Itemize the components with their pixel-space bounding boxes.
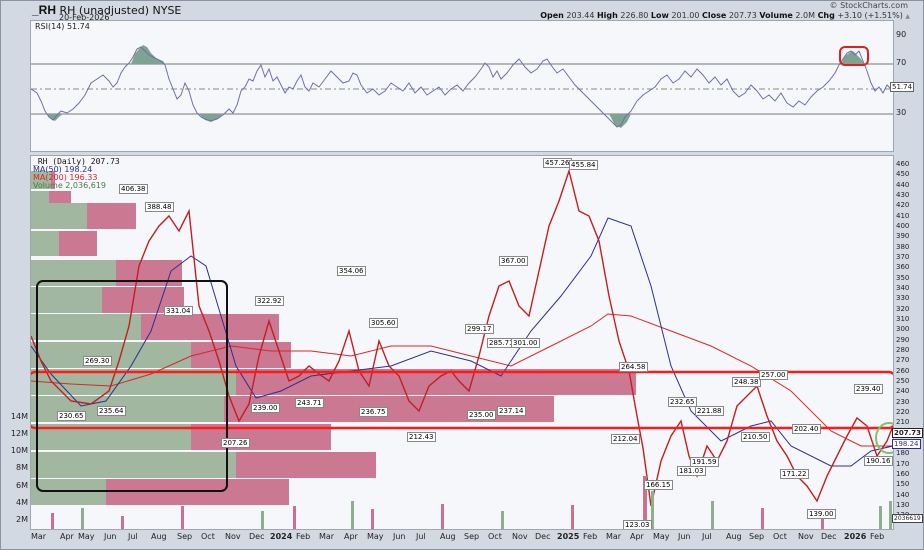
rsi-axis: 90 70 30 51.74	[890, 30, 915, 117]
rsi-legend: RSI(14) 51.74	[35, 22, 90, 31]
close-circle	[875, 422, 893, 454]
price-panel: _RH (Daily) 207.73 MA(50) 198.24 MA(200)…	[30, 155, 894, 530]
high-value: 226.80	[620, 11, 649, 20]
x-axis: Mar Apr May Jun Jul Aug Sep Oct Nov Dec …	[31, 532, 885, 541]
low-value: 201.00	[671, 11, 700, 20]
price-bars	[31, 168, 893, 507]
change-value: +3.10 (+1.51%)	[837, 11, 903, 20]
quote-line: Open 203.44 High 226.80 Low 201.00 Close…	[540, 11, 910, 20]
ma200-line	[31, 313, 893, 447]
volume-value: 2.0M	[795, 11, 816, 20]
volume-by-price-bars	[31, 171, 636, 505]
up-triangle-icon: ▲	[905, 13, 910, 20]
ma50-legend: MA(50) 198.24	[33, 165, 93, 174]
support-resistance-box	[31, 370, 893, 430]
open-value: 203.44	[566, 11, 595, 20]
volume-axis: 14M 12M 10M 8M 6M 4M 2M	[10, 412, 28, 524]
rsi-chart: RSI(14) 51.74	[31, 22, 893, 128]
rsi-highlight-box	[839, 46, 869, 66]
close-value: 207.73	[728, 11, 757, 20]
brand-label: © StockCharts.com	[829, 1, 908, 10]
price-chart	[31, 168, 893, 529]
price-legend: _RH (Daily) 207.73 MA(50) 198.24 MA(200)…	[33, 158, 120, 190]
volume-bars	[51, 476, 892, 529]
symbol-title: _RH RH (unadjusted) NYSE	[32, 3, 181, 17]
rsi-line	[31, 46, 892, 128]
price-axis: 460 450 440 430 420 410 400 390 380 370 …	[892, 160, 924, 523]
ma200-legend: MA(200) 196.33	[33, 173, 98, 182]
price-legend-title: _RH (Daily) 207.73	[33, 157, 120, 166]
symbol: _RH	[32, 3, 57, 17]
chart-date: 20-Feb-2026	[59, 13, 110, 22]
symbol-description: RH (unadjusted) NYSE	[59, 4, 182, 17]
ma50-price-tag: 198.24	[892, 439, 921, 449]
volume-legend: Volume 2,036,619	[33, 181, 107, 190]
volume-tag: 2036619	[892, 514, 923, 523]
price-annotations: 406.38 388.48 331.04 269.30 230.65 235.6…	[57, 158, 893, 529]
chart-header: _RH RH (unadjusted) NYSE 20-Feb-2026 © S…	[30, 0, 920, 22]
close-price-tag: 207.73	[892, 428, 924, 438]
ma50-line	[31, 217, 893, 467]
rsi-overbought-fill-2026	[841, 51, 864, 64]
rsi-panel: RSI(14) 51.74	[30, 20, 894, 152]
pattern-box	[36, 280, 228, 492]
rsi-value-tag: 51.74	[890, 82, 915, 92]
